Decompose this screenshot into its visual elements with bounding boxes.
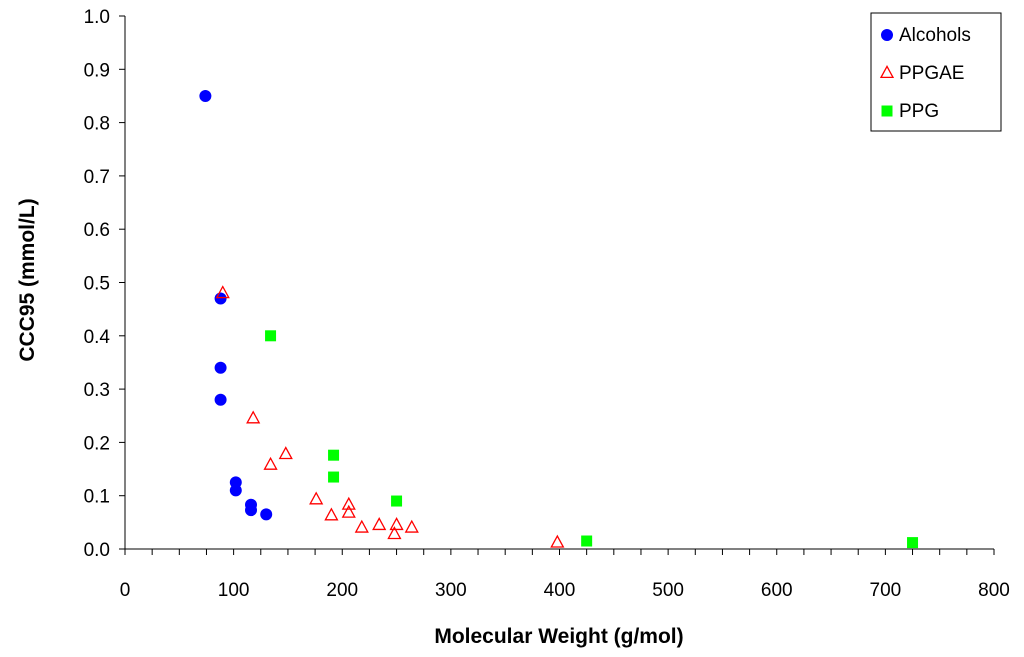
legend-label-ppg: PPG [899, 101, 939, 122]
ppgae-point [354, 519, 369, 533]
alcohols-point [199, 89, 212, 102]
x-axis-title: Molecular Weight (g/mol) [434, 625, 683, 648]
legend-label-ppgae: PPGAE [899, 63, 964, 84]
y-tick-label: 0.1 [84, 487, 110, 508]
ppg-point [907, 537, 919, 549]
ppgae-point [372, 517, 387, 531]
x-tick-label: 0 [120, 580, 131, 601]
ppgae-point [341, 504, 356, 518]
x-tick-label: 800 [978, 580, 1010, 601]
y-tick-label: 0.2 [84, 433, 110, 454]
y-tick-label: 0.9 [84, 60, 110, 81]
ppg-point [581, 535, 593, 547]
y-tick-label: 0.8 [84, 114, 110, 135]
ppg-point [265, 330, 277, 342]
y-tick-label: 0.5 [84, 274, 110, 295]
ppgae-point [263, 456, 278, 470]
alcohols-point [214, 292, 227, 305]
ppgae-point [341, 496, 356, 510]
y-tick-label: 0.7 [84, 167, 110, 188]
ppg-point [328, 449, 340, 461]
y-axis-title: CCC95 (mmol/L) [16, 198, 39, 361]
x-tick-label: 200 [326, 580, 358, 601]
legend-marker-ppg [881, 105, 893, 117]
alcohols-point [229, 484, 242, 497]
legend-marker-ppgae [879, 65, 895, 79]
legend-box [870, 12, 1002, 132]
y-tick-label: 0.4 [84, 327, 111, 348]
y-tick-label: 0.3 [84, 380, 110, 401]
ppgae-point [278, 446, 293, 460]
ppgae-point [404, 519, 419, 533]
legend-label-alcohols: Alcohols [899, 25, 971, 46]
alcohols-point [214, 361, 227, 374]
x-tick-label: 500 [652, 580, 684, 601]
x-tick-label: 700 [870, 580, 902, 601]
y-tick-label: 0.0 [84, 540, 110, 561]
ppgae-point [324, 507, 339, 521]
ppg-point [391, 495, 403, 507]
x-tick-label: 400 [544, 580, 576, 601]
ppg-point [328, 471, 340, 483]
y-tick-label: 0.6 [84, 220, 110, 241]
x-tick-label: 100 [218, 580, 250, 601]
ppgae-point [215, 285, 230, 299]
ppgae-point [387, 526, 402, 540]
alcohols-point [245, 504, 258, 517]
alcohols-point [214, 393, 227, 406]
legend-marker-alcohols [881, 29, 893, 41]
x-tick-label: 600 [761, 580, 793, 601]
legend: Alcohols PPGAE PPG [870, 12, 1002, 132]
ppgae-point [309, 491, 324, 505]
ppgae-point [389, 517, 404, 531]
x-tick-label: 300 [435, 580, 467, 601]
axes: 0.0 0.1 0.2 0.3 0.4 0.5 0.6 0.7 0.8 0.9 1.0 0 100 200… [84, 7, 1010, 601]
ppgae-point [246, 410, 261, 424]
y-tick-label: 1.0 [84, 7, 110, 28]
data-points [199, 89, 919, 549]
alcohols-point [260, 508, 273, 521]
ppgae-point [550, 534, 565, 548]
